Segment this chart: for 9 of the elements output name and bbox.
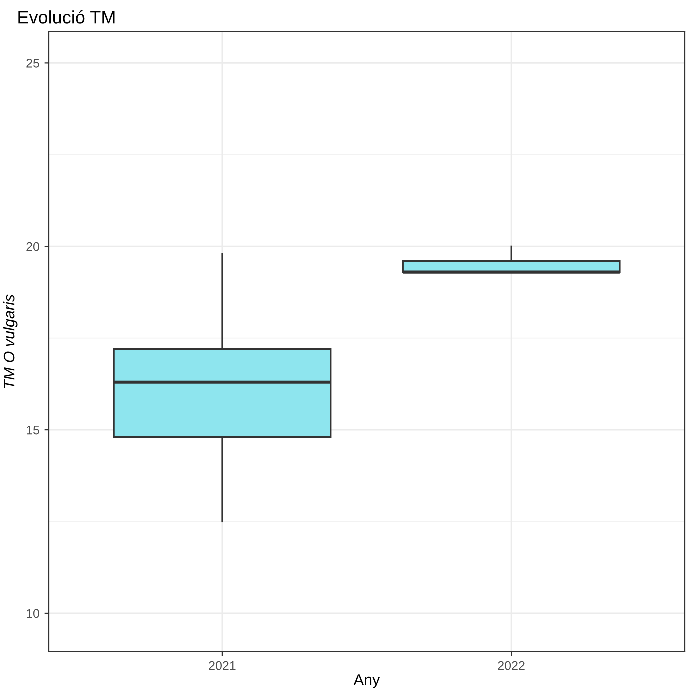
- x-tick-label: 2021: [209, 661, 236, 670]
- chart-title: Evolució TM: [18, 10, 115, 24]
- y-axis-title: TM O vulgaris: [3, 294, 18, 388]
- y-tick-label: 25: [26, 58, 40, 68]
- y-tick-label: 10: [27, 609, 40, 618]
- y-tick-label: 15: [27, 426, 40, 435]
- x-tick-label: 2022: [498, 661, 525, 670]
- x-axis-title: Any: [354, 674, 380, 688]
- y-tick-label: 20: [26, 242, 40, 252]
